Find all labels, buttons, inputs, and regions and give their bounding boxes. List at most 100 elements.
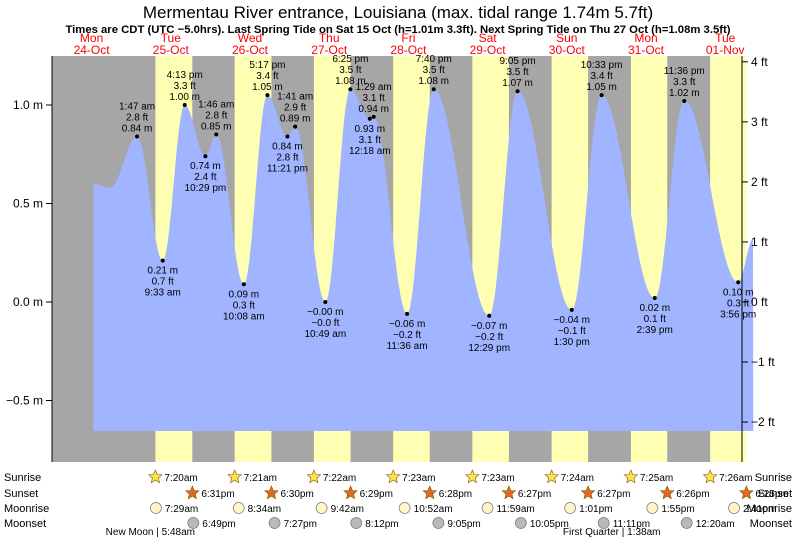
tide-extreme-label: 0.3 ft [233,300,255,311]
tide-extreme-label: 0.84 m [122,124,153,135]
tide-extreme-label: 0.21 m [147,266,178,277]
day-of-week-label: Tue [715,31,736,45]
sunset-icon [422,485,438,500]
sunset-time: 6:31pm [201,489,234,500]
day-of-week-label: Sat [479,31,498,45]
tide-extreme-label: 1.05 m [586,82,617,93]
tide-extreme-label: 1:41 am [277,92,313,103]
tide-extreme-label: 4:13 pm [167,70,203,81]
sunrise-icon [306,469,322,484]
tide-extreme-label: 11:21 pm [267,164,308,175]
tide-extreme-label: 0.89 m [280,114,311,125]
sunrise-icon [147,469,163,484]
moonrise-icon [232,502,245,514]
moonrise-icon [315,502,328,514]
row-label-right: Moonrise [747,503,792,515]
day-of-week-label: Mon [80,31,103,45]
tide-extreme-point [682,99,687,104]
tide-extreme-label: 1.05 m [252,82,283,93]
tide-extreme-point [569,307,574,312]
tide-extreme-label: 0.02 m [639,303,670,314]
tide-extreme-point [160,258,165,263]
tide-extreme-point [203,154,208,159]
tide-extreme-label: 9:33 am [145,288,181,299]
tide-extreme-label: 2.4 ft [194,172,216,183]
moonrise-icon [481,502,494,514]
sunrise-time: 7:23am [481,473,514,484]
day-of-week-label: Fri [401,31,415,45]
day-of-week-label: Thu [319,31,340,45]
sun-moon-table: Sunrise Sunrise Sunset Sunset Moonrise Moonri… [4,469,792,538]
y-right-tick-label: 1 ft [751,235,768,249]
y-right-tick-label: −1 ft [751,355,775,369]
date-label: 29-Oct [470,43,507,57]
moonset-icon [432,517,445,529]
moonrise-icon [728,502,740,514]
row-label-right: Sunset [758,488,792,500]
moonset-time: 7:27pm [284,519,317,530]
tide-extreme-label: −0.0 ft [311,318,339,329]
sunrise-time: 7:22am [323,473,356,484]
sunset-icon [343,485,358,500]
tide-extreme-label: 11:36 pm [664,66,705,77]
tide-extreme-label: 1:29 am [356,82,392,93]
moonrise-time: 1:01pm [579,504,612,515]
sunset-icon [184,485,200,500]
tide-extreme-point [367,116,372,121]
tide-extreme-point [487,313,492,318]
sunrise-time: 7:26am [719,473,752,484]
moonset-icon [515,517,527,529]
tide-extreme-label: 2:39 pm [637,325,673,336]
tide-extreme-label: 0.3 ft [727,298,749,309]
sunset-time: 6:28pm [439,489,472,500]
row-label-right: Moonset [750,518,792,530]
row-label-left: Sunrise [4,472,41,484]
day-of-week-label: Wed [238,31,262,45]
sunset-time: 6:26pm [676,489,709,500]
moonrise-icon [398,502,411,514]
sunset-icon [501,485,517,500]
chart-title: Mermentau River entrance, Louisiana (max… [143,3,653,22]
y-left-tick-label: 1.0 m [13,98,43,112]
sunrise-time: 7:24am [561,473,594,484]
y-right-tick-label: −2 ft [751,415,775,429]
tide-extreme-point [652,296,657,301]
date-label: 26-Oct [232,43,269,57]
y-left-tick-label: 0.5 m [13,197,43,211]
moonset-icon [268,517,281,529]
tide-extreme-label: 10:49 am [304,329,346,340]
plot-area [52,56,754,462]
date-label: 30-Oct [549,43,586,57]
tide-extreme-point [431,87,436,92]
moonrise-time: 1:55pm [661,504,694,515]
tide-extreme-label: 9:05 pm [499,56,535,67]
date-label: 24-Oct [74,43,111,57]
tide-extreme-label: 2.8 ft [126,113,148,124]
sunrise-icon [544,469,560,484]
tide-extreme-label: 10:08 am [223,311,265,322]
tide-extreme-label: 0.85 m [201,122,232,133]
tide-extreme-point [348,87,353,92]
sunrise-icon [702,469,718,484]
tide-extreme-label: 2.9 ft [284,103,306,114]
tide-extreme-point [515,89,520,94]
sunrise-time: 7:25am [640,473,673,484]
tide-curve-area [93,89,754,431]
tide-extreme-label: −0.06 m [389,319,425,330]
tide-extreme-label: 3.3 ft [673,77,695,88]
tide-extreme-label: 0.93 m [355,124,386,135]
sunrise-icon [227,469,243,484]
tide-extreme-label: 0.1 ft [644,314,666,325]
tide-extreme-point [405,311,410,316]
moonset-time: 6:49pm [202,519,235,530]
tide-extreme-label: 3.5 ft [423,65,445,76]
tide-extreme-label: 0.94 m [358,104,389,115]
sunset-icon [264,485,279,500]
tide-extreme-point [214,132,219,137]
date-label: 27-Oct [311,43,348,57]
y-right-tick-label: 2 ft [751,175,768,189]
tide-extreme-label: 1.02 m [669,88,700,99]
tide-extreme-point [371,114,376,119]
tide-extreme-label: 3.5 ft [506,67,528,78]
